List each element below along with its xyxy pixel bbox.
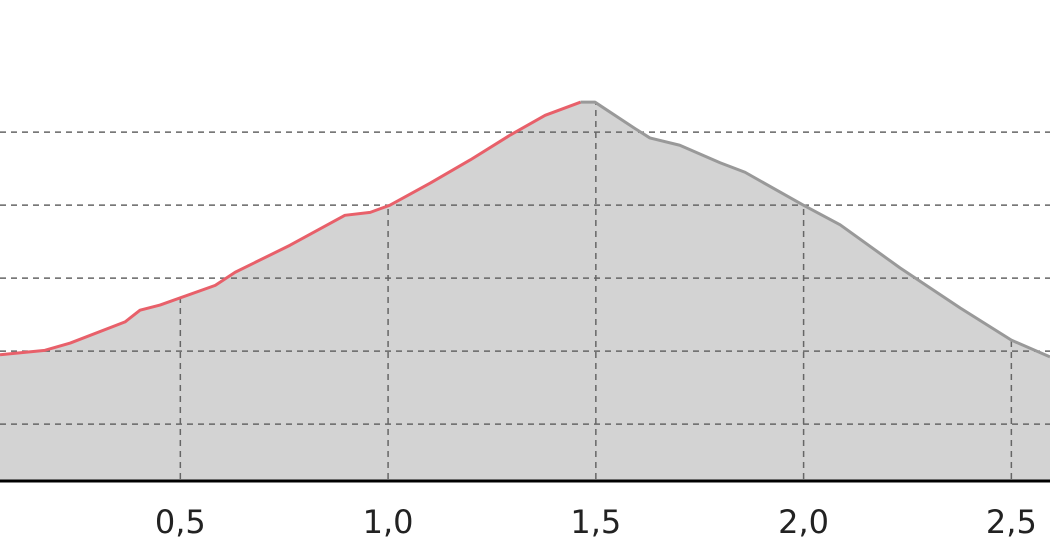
x-tick-label: 0,5	[155, 503, 206, 541]
vertical-grid	[179, 102, 1013, 481]
x-tick-label: 2,5	[986, 503, 1037, 541]
profile-line	[0, 100, 581, 357]
profile-line	[580, 100, 1050, 359]
x-tick-label: 2,0	[778, 503, 829, 541]
x-tick-label: 1,0	[363, 503, 414, 541]
x-tick-label: 1,5	[570, 503, 621, 541]
